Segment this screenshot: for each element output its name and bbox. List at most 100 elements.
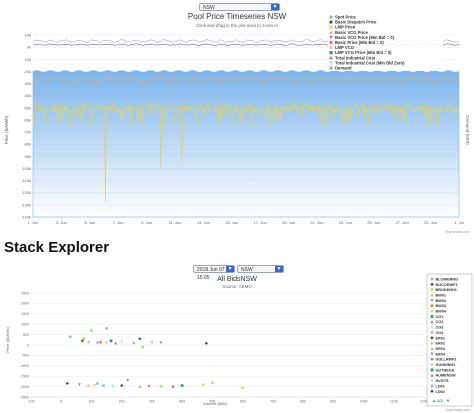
scatter-point[interactable] (109, 339, 113, 343)
scatter-point[interactable] (120, 384, 124, 388)
calendar-icon[interactable]: ▼ (226, 266, 234, 272)
scatter-point[interactable] (82, 337, 86, 341)
legend-item[interactable]: LD01 (430, 384, 445, 388)
legend-item[interactable]: ER04 (430, 352, 446, 356)
legend-item[interactable]: CG3 (430, 326, 443, 330)
credit[interactable]: Highcharts.com (446, 408, 470, 412)
region-select-top[interactable]: NSW ▼ (199, 3, 280, 11)
scatter-point[interactable] (180, 384, 184, 387)
legend-item[interactable]: Total Industrial Cost (Min Bid Zero) (329, 60, 405, 65)
y-tick-label: 0 (27, 343, 29, 347)
scatter-point[interactable] (77, 383, 81, 387)
legend-label: BW03 (436, 304, 447, 308)
y-tick-label: -2000 (20, 385, 29, 389)
legend-item[interactable]: GUTHEGA (430, 368, 455, 372)
scatter-point[interactable] (69, 335, 72, 338)
legend-item[interactable]: Demand (329, 66, 352, 71)
legend-box (426, 273, 473, 407)
legend-item[interactable]: ER03 (430, 346, 445, 351)
y-tick-label: -10k (23, 57, 31, 62)
scatter-point[interactable] (105, 327, 108, 330)
legend-item[interactable]: BOCORWF1 (430, 282, 458, 287)
pool-price-chart[interactable]: Pool Price Timeseries NSW Click and drag… (0, 11, 474, 236)
legend-marker-icon (430, 379, 434, 383)
chevron-down-icon[interactable]: ▼ (275, 266, 283, 272)
scatter-point[interactable] (141, 345, 145, 349)
legend-prev-button[interactable]: ▲ (432, 398, 436, 403)
scatter-point[interactable] (96, 341, 99, 345)
legend-marker-icon (329, 40, 333, 45)
scatter-point[interactable] (114, 341, 118, 345)
scatter-point[interactable] (147, 384, 151, 387)
y-tick-label: -110k (21, 178, 31, 183)
legend-item[interactable]: LD02 (430, 389, 445, 394)
scatter-point[interactable] (138, 337, 142, 341)
scatter-point[interactable] (90, 329, 93, 332)
scatter-point[interactable] (210, 380, 214, 384)
scatter-point[interactable] (159, 384, 163, 388)
legend-item[interactable]: BW03 (430, 304, 447, 308)
legend-marker-icon (430, 357, 434, 361)
bids-scatter-chart[interactable]: All BidsNSW Source: AEMO Price ($/MWh) V… (0, 272, 474, 413)
legend-item[interactable]: ER02 (430, 342, 445, 346)
legend-item[interactable]: LMP VCG Price (Min Bid = 0) (329, 50, 392, 55)
legend-label: Total Industrial Cost (Min Bid Zero) (335, 60, 405, 65)
legend-item[interactable]: BW04 (430, 309, 447, 314)
scatter-point[interactable] (201, 382, 205, 387)
legend-item[interactable]: HVGTS (430, 379, 449, 383)
legend-item[interactable]: Basic VCG Price (Min Bid = 0) (329, 35, 395, 40)
legend-item[interactable]: CG2 (430, 320, 443, 324)
scatter-point[interactable] (171, 385, 175, 388)
legend-marker-icon (430, 293, 434, 297)
date-select[interactable]: 2018 Jun 07 15:05 ▼ (193, 265, 235, 281)
region-select-stack[interactable]: NSW ▼ (237, 265, 284, 273)
scatter-point[interactable] (102, 384, 105, 387)
legend-item[interactable]: BLOWERNG (430, 277, 459, 281)
scatter-point[interactable] (96, 382, 99, 385)
scatter-point[interactable] (99, 340, 102, 344)
scatter-point[interactable] (87, 340, 90, 344)
legend-item[interactable]: HUMENSW (430, 373, 456, 378)
scatter-point[interactable] (92, 383, 97, 387)
legend-item[interactable]: Basic Dispatch Price (329, 20, 377, 25)
scatter-point[interactable] (132, 341, 136, 345)
x-tick-label: 11. Jun (169, 220, 182, 225)
legend-item[interactable]: BW01 (430, 293, 446, 297)
legend-item[interactable]: GUNNING1 (430, 362, 456, 367)
legend-item[interactable]: BROKENH1 (430, 288, 457, 292)
legend-item[interactable]: Basic VCG Price (329, 30, 368, 35)
legend-marker-icon (430, 389, 434, 394)
y-tick-label: 0k (27, 45, 31, 50)
scatter-point[interactable] (65, 381, 69, 386)
scatter-point[interactable] (87, 384, 90, 387)
scatter-point[interactable] (120, 340, 124, 344)
legend-next-button[interactable]: ▼ (446, 398, 450, 403)
legend-item[interactable]: CG1 (430, 315, 444, 319)
scatter-point[interactable] (111, 384, 115, 388)
legend-item[interactable]: CG4 (430, 331, 445, 335)
scatter-point[interactable] (159, 341, 163, 345)
legend-item[interactable]: LMP VCG (329, 45, 354, 50)
chevron-down-icon[interactable]: ▼ (271, 4, 279, 10)
legend-item[interactable]: Total Industrial Cost (329, 55, 376, 60)
legend-item[interactable]: ER01 (430, 336, 445, 340)
legend-item[interactable]: BW02 (430, 299, 446, 303)
x-tick-label: 1000 (360, 400, 368, 404)
legend-item[interactable]: Spot Price (329, 15, 356, 20)
legend-item[interactable]: Basic Price (Min Bid = 0) (329, 40, 384, 45)
legend-item[interactable]: GULLRWF1 (430, 357, 457, 362)
x-tick-label: 1200 (420, 400, 428, 404)
legend-marker-icon (430, 320, 434, 324)
scatter-point[interactable] (204, 341, 208, 345)
scatter-y-ticks: 2500 2000 1500 1000 500 0 -500 -1000 -1500 -2000 -… (20, 291, 29, 399)
scatter-point[interactable] (241, 386, 244, 389)
credit[interactable]: Highcharts.com (446, 230, 470, 234)
legend-item[interactable]: LMP Price (329, 25, 356, 30)
scatter-point[interactable] (126, 379, 130, 382)
y-tick-label: 2500 (21, 291, 29, 295)
scatter-point[interactable] (150, 340, 154, 344)
scatter-point[interactable] (138, 385, 142, 388)
scatter-point[interactable] (105, 340, 109, 345)
